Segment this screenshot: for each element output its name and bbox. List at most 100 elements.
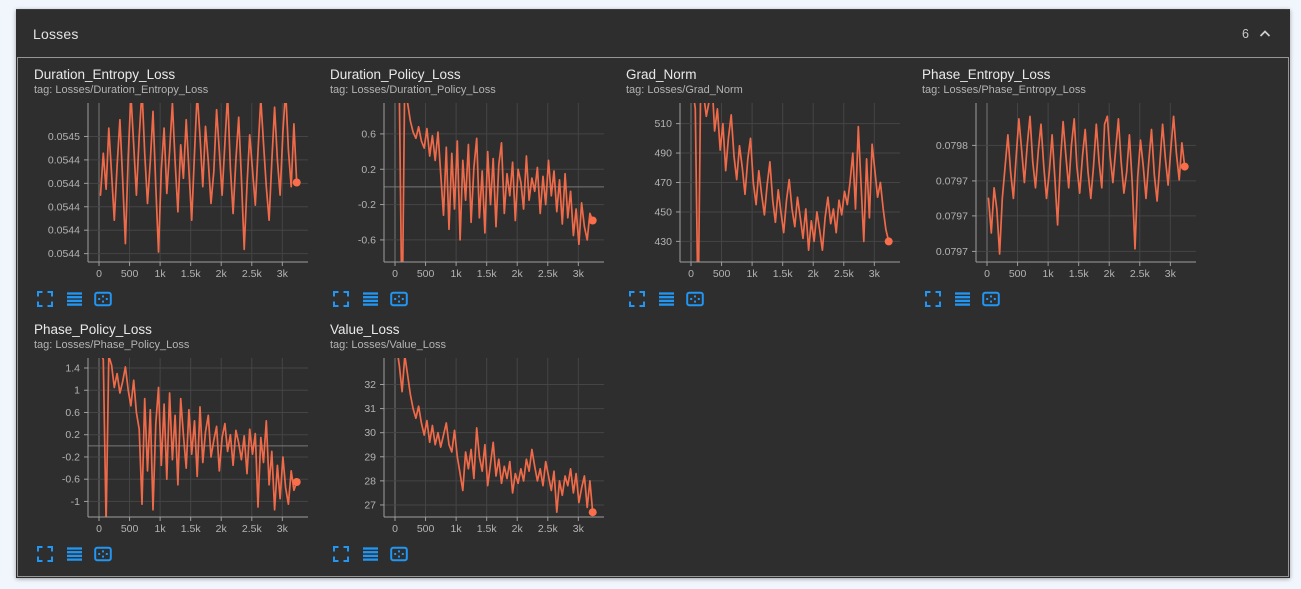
svg-text:0.0544: 0.0544 — [48, 248, 80, 260]
line-chart[interactable]: 510 490 470 450 430 0 500 1k 1.5k 2k 2.5k 3k — [626, 98, 906, 286]
chevron-up-icon[interactable] — [1258, 27, 1272, 41]
expand-chart-button[interactable] — [36, 290, 54, 308]
expand-chart-button[interactable] — [36, 545, 54, 563]
svg-text:1: 1 — [74, 385, 80, 397]
svg-text:2.5k: 2.5k — [538, 523, 559, 535]
chart-tag: tag: Losses/Duration_Entropy_Loss — [34, 84, 209, 96]
panel-header[interactable]: Losses 6 — [16, 10, 1290, 57]
svg-text:0.0798: 0.0798 — [936, 140, 968, 152]
svg-text:0.2: 0.2 — [65, 429, 80, 441]
chart-toolbar — [628, 290, 914, 308]
svg-text:3k: 3k — [573, 523, 585, 535]
chart-toolbar — [332, 545, 618, 563]
svg-text:2.5k: 2.5k — [834, 268, 855, 280]
svg-text:-0.6: -0.6 — [62, 474, 80, 486]
svg-text:2k: 2k — [512, 523, 524, 535]
svg-text:2k: 2k — [216, 523, 228, 535]
chart-card: Phase_Policy_Loss tag: Losses/Phase_Poli… — [34, 321, 322, 563]
svg-text:1.5k: 1.5k — [477, 523, 498, 535]
fullscreen-icon — [925, 291, 941, 307]
line-chart[interactable]: 32 31 30 29 28 27 0 500 1k 1.5k 2k 2.5k 3k — [330, 353, 610, 541]
chart-card: Phase_Entropy_Loss tag: Losses/Phase_Ent… — [922, 66, 1210, 308]
svg-text:2k: 2k — [1104, 268, 1116, 280]
fit-domain-button[interactable] — [686, 290, 704, 308]
data-list-icon — [66, 547, 82, 561]
chart-title: Grad_Norm — [626, 67, 697, 82]
svg-text:0: 0 — [984, 268, 990, 280]
svg-text:0.0544: 0.0544 — [48, 201, 80, 213]
chart-card: Duration_Entropy_Loss tag: Losses/Durati… — [34, 66, 322, 308]
expand-chart-button[interactable] — [332, 545, 350, 563]
runs-selector-button[interactable] — [65, 545, 83, 563]
svg-text:0.0797: 0.0797 — [936, 210, 968, 222]
svg-text:500: 500 — [417, 523, 435, 535]
runs-selector-button[interactable] — [65, 290, 83, 308]
svg-text:1.5k: 1.5k — [181, 268, 202, 280]
runs-selector-button[interactable] — [953, 290, 971, 308]
data-list-icon — [66, 292, 82, 306]
svg-text:0.2: 0.2 — [361, 164, 376, 176]
svg-text:500: 500 — [121, 268, 139, 280]
expand-chart-button[interactable] — [332, 290, 350, 308]
fit-domain-icon — [94, 291, 112, 307]
fullscreen-icon — [629, 291, 645, 307]
svg-text:1k: 1k — [451, 268, 463, 280]
svg-text:-1: -1 — [71, 496, 80, 508]
chart-toolbar — [36, 545, 322, 563]
fullscreen-icon — [333, 546, 349, 562]
svg-text:500: 500 — [713, 268, 731, 280]
data-list-icon — [362, 292, 378, 306]
fit-domain-button[interactable] — [94, 545, 112, 563]
expand-chart-button[interactable] — [924, 290, 942, 308]
runs-selector-button[interactable] — [657, 290, 675, 308]
chart-tag: tag: Losses/Phase_Entropy_Loss — [922, 84, 1086, 96]
runs-selector-button[interactable] — [361, 545, 379, 563]
svg-text:1k: 1k — [155, 523, 167, 535]
runs-selector-button[interactable] — [361, 290, 379, 308]
svg-text:1.5k: 1.5k — [181, 523, 202, 535]
fullscreen-icon — [37, 291, 53, 307]
line-chart[interactable]: 1.4 1 0.6 0.2 -0.2 -0.6 -1 0 500 1k 1.5k 2k 2.5k 3k — [34, 353, 314, 541]
svg-text:0.0797: 0.0797 — [936, 246, 968, 258]
fit-domain-icon — [982, 291, 1000, 307]
fit-domain-icon — [686, 291, 704, 307]
fit-domain-button[interactable] — [390, 290, 408, 308]
svg-text:470: 470 — [654, 177, 672, 189]
fit-domain-icon — [94, 546, 112, 562]
fit-domain-button[interactable] — [94, 290, 112, 308]
chart-title: Value_Loss — [330, 322, 400, 337]
svg-text:2k: 2k — [216, 268, 228, 280]
svg-text:2k: 2k — [512, 268, 524, 280]
svg-text:3k: 3k — [1165, 268, 1177, 280]
chart-title: Phase_Policy_Loss — [34, 322, 152, 337]
svg-text:0.0544: 0.0544 — [48, 154, 80, 166]
svg-text:1.5k: 1.5k — [773, 268, 794, 280]
svg-text:29: 29 — [364, 451, 376, 463]
svg-text:0.0797: 0.0797 — [936, 175, 968, 187]
svg-text:510: 510 — [654, 118, 672, 130]
fit-domain-button[interactable] — [982, 290, 1000, 308]
svg-text:2k: 2k — [808, 268, 820, 280]
svg-text:30: 30 — [364, 427, 376, 439]
svg-text:3k: 3k — [277, 523, 289, 535]
line-chart[interactable]: 0.6 0.2 -0.2 -0.6 0 500 1k 1.5k 2k 2.5k 3k — [330, 98, 610, 286]
svg-text:0: 0 — [96, 523, 102, 535]
svg-text:32: 32 — [364, 379, 376, 391]
fit-domain-button[interactable] — [390, 545, 408, 563]
chart-card: Duration_Policy_Loss tag: Losses/Duratio… — [330, 66, 618, 308]
fullscreen-icon — [37, 546, 53, 562]
svg-text:-0.2: -0.2 — [62, 452, 80, 464]
panel-title: Losses — [33, 25, 79, 42]
chart-tag: tag: Losses/Grad_Norm — [626, 84, 743, 96]
chart-title: Duration_Policy_Loss — [330, 67, 461, 82]
chart-title: Duration_Entropy_Loss — [34, 67, 176, 82]
expand-chart-button[interactable] — [628, 290, 646, 308]
chart-tag: tag: Losses/Phase_Policy_Loss — [34, 339, 190, 351]
svg-text:2.5k: 2.5k — [242, 268, 263, 280]
line-chart[interactable]: 0.0798 0.0797 0.0797 0.0797 0 500 1k 1.5k 2k 2.5k… — [922, 98, 1202, 286]
svg-text:500: 500 — [1009, 268, 1027, 280]
svg-text:1.4: 1.4 — [65, 363, 80, 375]
line-chart[interactable]: 0.0545 0.0544 0.0544 0.0544 0.0544 0.0544 0 500… — [34, 98, 314, 286]
chart-title: Phase_Entropy_Loss — [922, 67, 1051, 82]
chart-toolbar — [36, 290, 322, 308]
